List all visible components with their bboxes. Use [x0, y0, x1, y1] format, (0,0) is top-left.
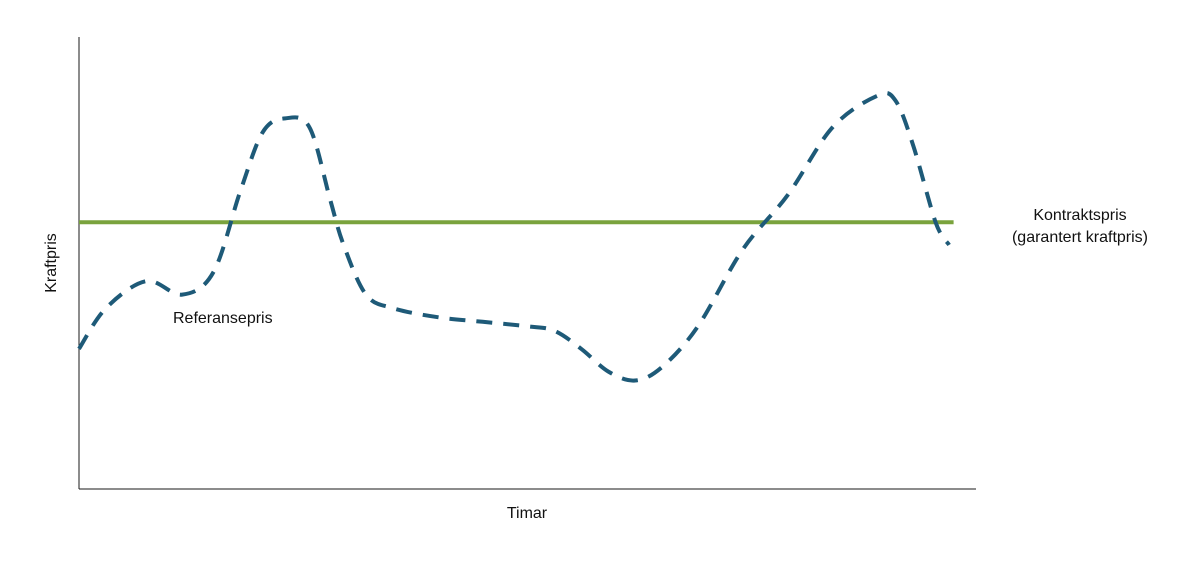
series-label-kontraktspris: Kontraktspris [1033, 207, 1126, 224]
series-layer [77, 91, 954, 383]
y-axis-label: Kraftpris [43, 233, 60, 293]
series-label-kontraktspris-note: (garantert kraftpris) [1012, 229, 1148, 246]
x-axis-label: Timar [507, 505, 548, 522]
axes [78, 37, 976, 490]
series-line-referansepris [77, 91, 951, 383]
series-label-referansepris: Referansepris [173, 310, 273, 327]
